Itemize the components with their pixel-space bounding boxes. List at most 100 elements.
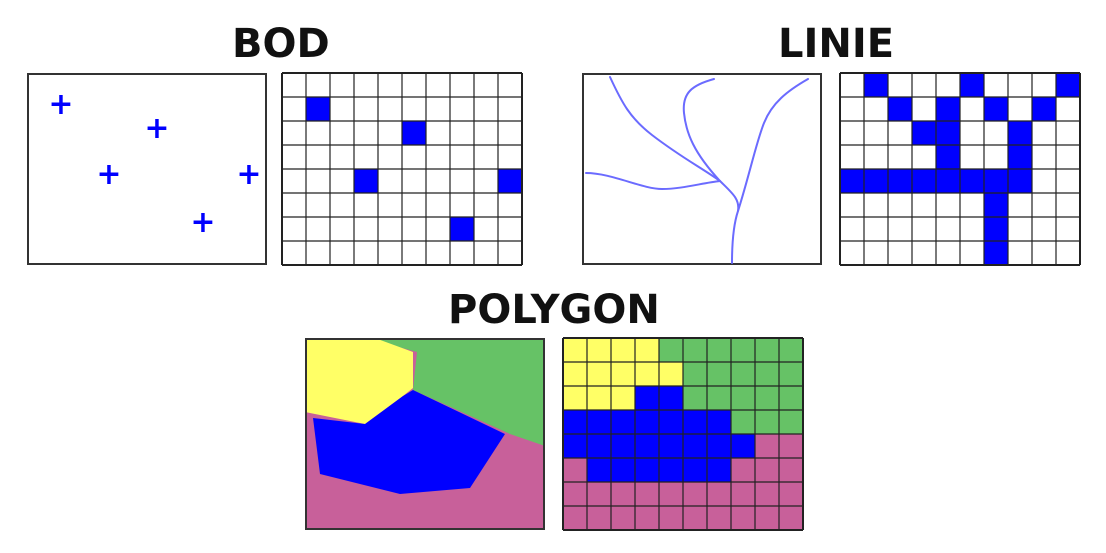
grid-cell: [1032, 97, 1056, 121]
grid-cell: [611, 458, 635, 482]
grid-cell: [707, 482, 731, 506]
grid-cell: [635, 458, 659, 482]
point-vector-panel: + + + + +: [27, 73, 267, 265]
line-raster-panel: [839, 72, 1081, 266]
grid-cell: [659, 458, 683, 482]
grid-cell: [683, 410, 707, 434]
grid-cell: [840, 169, 864, 193]
grid-cell: [635, 410, 659, 434]
grid-cell: [707, 362, 731, 386]
grid-cell: [611, 386, 635, 410]
stream-line-tributary-left: [585, 172, 721, 190]
grid-cell: [984, 217, 1008, 241]
point-section-title: BOD: [232, 21, 330, 67]
grid-cell: [683, 482, 707, 506]
grid-cell: [960, 73, 984, 97]
grid-cell: [984, 97, 1008, 121]
grid-cell: [635, 386, 659, 410]
grid-cell: [707, 386, 731, 410]
grid-cell: [611, 362, 635, 386]
panel-frame: [27, 73, 267, 265]
grid-cell: [936, 145, 960, 169]
grid-cell: [755, 506, 779, 530]
grid-cell: [563, 506, 587, 530]
grid-cell: [912, 121, 936, 145]
grid-cell: [755, 338, 779, 362]
grid-cell: [587, 362, 611, 386]
grid-cell: [755, 458, 779, 482]
grid-cell: [779, 434, 803, 458]
grid-cell: [936, 169, 960, 193]
grid-cell: [587, 506, 611, 530]
grid-cell: [888, 97, 912, 121]
grid-cell: [635, 506, 659, 530]
grid-cell: [635, 338, 659, 362]
grid-cell: [779, 458, 803, 482]
grid-cell: [402, 121, 426, 145]
grid-cell: [755, 362, 779, 386]
grid-cell: [635, 362, 659, 386]
grid-cell: [659, 482, 683, 506]
grid-cell: [563, 410, 587, 434]
grid-cell: [611, 410, 635, 434]
stream-line-tributary-right: [737, 78, 809, 212]
grid-cell: [683, 434, 707, 458]
grid-cell: [779, 482, 803, 506]
grid-cell: [659, 506, 683, 530]
grid-cell: [755, 410, 779, 434]
line-section-title: LINIE: [778, 21, 895, 67]
grid-cell: [683, 362, 707, 386]
grid-cell: [683, 506, 707, 530]
grid-cell: [587, 434, 611, 458]
grid-cell: [731, 506, 755, 530]
grid-cell: [683, 386, 707, 410]
grid-cell: [731, 482, 755, 506]
grid-cell: [1008, 145, 1032, 169]
grid-cell: [498, 169, 522, 193]
grid-cell: [563, 386, 587, 410]
grid-cell: [984, 169, 1008, 193]
grid-cell: [587, 386, 611, 410]
point-raster-panel: [281, 72, 523, 266]
grid-cell: [659, 434, 683, 458]
point-marker-icon: +: [236, 157, 261, 192]
grid-cell: [563, 458, 587, 482]
grid-cell: [731, 458, 755, 482]
point-marker-icon: +: [96, 157, 121, 192]
grid-cell: [683, 338, 707, 362]
grid-cell: [563, 482, 587, 506]
grid-cell: [354, 169, 378, 193]
grid-cell: [611, 434, 635, 458]
grid-cell: [912, 169, 936, 193]
grid-cell: [707, 458, 731, 482]
grid-cell: [731, 362, 755, 386]
grid-cell: [450, 217, 474, 241]
polygon-raster-panel: [562, 337, 804, 531]
grid-cell: [587, 458, 611, 482]
grid-cell: [779, 410, 803, 434]
grid-cell: [683, 458, 707, 482]
grid-cell: [888, 169, 912, 193]
grid-cell: [755, 434, 779, 458]
polygon-blue-region: [313, 390, 505, 494]
grid-cell: [587, 482, 611, 506]
grid-cell: [707, 338, 731, 362]
panel-frame: [305, 338, 545, 530]
grid-cell: [960, 169, 984, 193]
grid-cell: [587, 410, 611, 434]
point-marker-icon: +: [48, 87, 73, 122]
grid-cell: [611, 338, 635, 362]
polygon-green-region: [365, 338, 545, 446]
grid-cell: [611, 506, 635, 530]
grid-cell: [659, 338, 683, 362]
grid-cell: [984, 193, 1008, 217]
stream-line-tributary-middle: [682, 78, 721, 182]
grid-cell: [563, 338, 587, 362]
grid-cell: [731, 386, 755, 410]
grid-cell: [1056, 73, 1080, 97]
grid-cell: [779, 506, 803, 530]
grid-cell: [755, 482, 779, 506]
point-marker-icon: +: [144, 111, 169, 146]
polygon-section-title: POLYGON: [448, 287, 660, 333]
grid-cell: [587, 338, 611, 362]
